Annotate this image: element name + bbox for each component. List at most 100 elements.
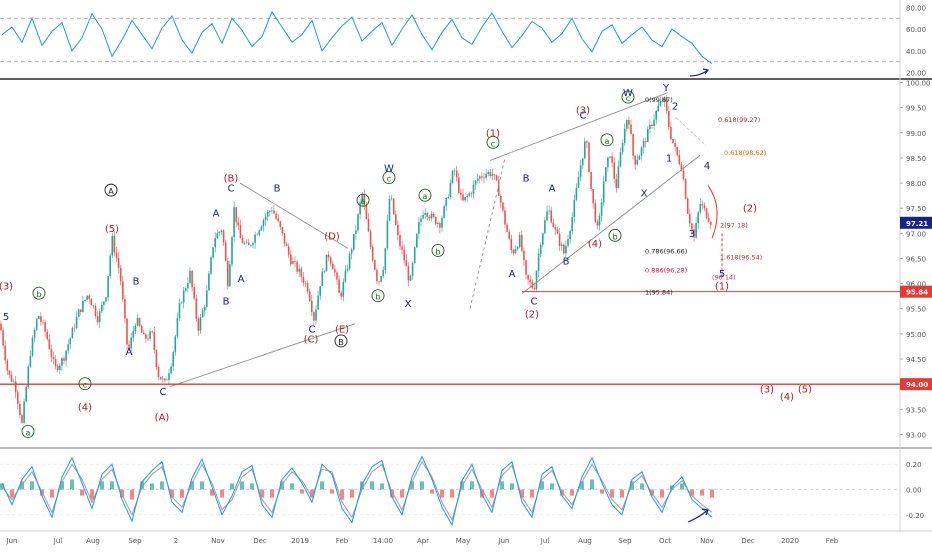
candle-body — [418, 222, 420, 234]
candle-body — [157, 367, 160, 377]
candle-body — [290, 254, 292, 265]
time-axis-tick-label: Jun — [498, 537, 510, 545]
candle-body — [159, 377, 162, 380]
candle-body — [149, 331, 151, 339]
price-axis-tick-label: 95.50 — [906, 306, 926, 314]
candle-body — [672, 139, 674, 143]
wave-label: c — [387, 175, 391, 184]
rsi-axis-tick-label: 80.00 — [906, 4, 926, 12]
wave-label: a — [26, 428, 31, 437]
candle-body — [386, 220, 389, 249]
candle-body — [558, 233, 561, 246]
candle-body — [592, 189, 594, 204]
candle-body — [334, 269, 336, 273]
candle-body — [474, 180, 477, 185]
candle-body — [411, 263, 414, 276]
price-level-tag-label: 95.84 — [906, 289, 928, 297]
candle-body — [405, 260, 408, 267]
candle-body — [369, 231, 372, 247]
wave-label: C — [160, 387, 167, 398]
candle-body — [117, 258, 120, 268]
candle-body — [12, 381, 15, 383]
candle-body — [210, 257, 212, 274]
candle-body — [73, 327, 76, 329]
candle-body — [445, 198, 447, 207]
candle-body — [21, 415, 23, 423]
candle-body — [105, 297, 107, 302]
rsi-axis-tick-label: 60.00 — [906, 26, 926, 34]
candle-body — [212, 247, 214, 258]
trendline — [239, 182, 349, 249]
candle-body — [203, 306, 206, 311]
wave-label: Y — [662, 83, 670, 94]
candle-body — [361, 193, 363, 203]
fib-level-label: 0.618(99.27) — [718, 116, 760, 124]
oscillator-histogram-bar — [180, 489, 184, 498]
candle-body — [623, 128, 626, 143]
candle-body — [636, 159, 639, 165]
oscillator-histogram-bar — [170, 489, 174, 498]
candle-body — [483, 177, 485, 179]
candle-body — [388, 199, 391, 221]
candle-body — [189, 270, 191, 283]
candle-body — [42, 321, 44, 323]
candle-body — [535, 271, 538, 290]
wave-label: C — [228, 184, 235, 195]
candle-body — [260, 226, 263, 231]
candle-body — [686, 198, 689, 214]
wave-label-circle — [621, 90, 635, 104]
oscillator-histogram-bar — [340, 489, 344, 500]
projection-dash — [675, 117, 707, 146]
candle-body — [682, 170, 685, 180]
wave-label: A — [509, 269, 516, 280]
candle-body — [674, 143, 676, 147]
axes-layer: 80.0060.0040.0020.00100.0099.5099.0098.5… — [6, 4, 932, 545]
wave-label: (4) — [588, 239, 602, 250]
wave-label: (A) — [155, 412, 170, 423]
candle-body — [560, 244, 563, 246]
candle-body — [642, 141, 645, 148]
candle-body — [224, 242, 227, 261]
candle-body — [516, 247, 519, 250]
candle-body — [107, 276, 109, 298]
candle-body — [164, 378, 166, 381]
candle-body — [275, 213, 277, 219]
candle-body — [264, 216, 267, 220]
wave-label: a — [423, 192, 428, 201]
candle-body — [84, 299, 86, 301]
candle-body — [182, 290, 185, 303]
wave-label: 3 — [689, 229, 695, 240]
candle-body — [470, 193, 473, 194]
wave-label: B — [523, 174, 530, 185]
oscillator-histogram-bar — [370, 481, 374, 490]
oscillator-histogram-bar — [430, 489, 434, 494]
candle-body — [367, 219, 370, 232]
candle-body — [46, 331, 48, 340]
candle-body — [161, 378, 164, 380]
candle-body — [214, 238, 216, 248]
candle-body — [56, 366, 59, 370]
candle-body — [460, 192, 462, 195]
candle-body — [103, 301, 105, 305]
candle-body — [241, 238, 244, 244]
candle-body — [243, 243, 246, 244]
oscillator-histogram-bar — [310, 489, 314, 498]
oscillator-histogram-bar — [400, 489, 404, 498]
candle-body — [124, 299, 126, 319]
candle-body — [596, 221, 599, 226]
oscillator-line — [1, 455, 713, 527]
candle-body — [363, 193, 366, 206]
candle-body — [4, 345, 6, 361]
wave-label-circle — [431, 243, 445, 257]
wave-label: A — [213, 209, 220, 220]
candle-body — [441, 217, 443, 228]
trendline — [469, 157, 506, 309]
price-axis-tick-label: 100.00 — [906, 80, 931, 88]
oscillator-histogram-bar — [610, 489, 614, 498]
time-axis-tick-label: Jun — [6, 537, 18, 545]
candle-body — [254, 234, 256, 243]
time-axis-tick-label: 2019 — [291, 537, 309, 545]
candle-body — [670, 127, 672, 140]
candle-body — [518, 234, 521, 248]
candle-body — [197, 318, 200, 331]
